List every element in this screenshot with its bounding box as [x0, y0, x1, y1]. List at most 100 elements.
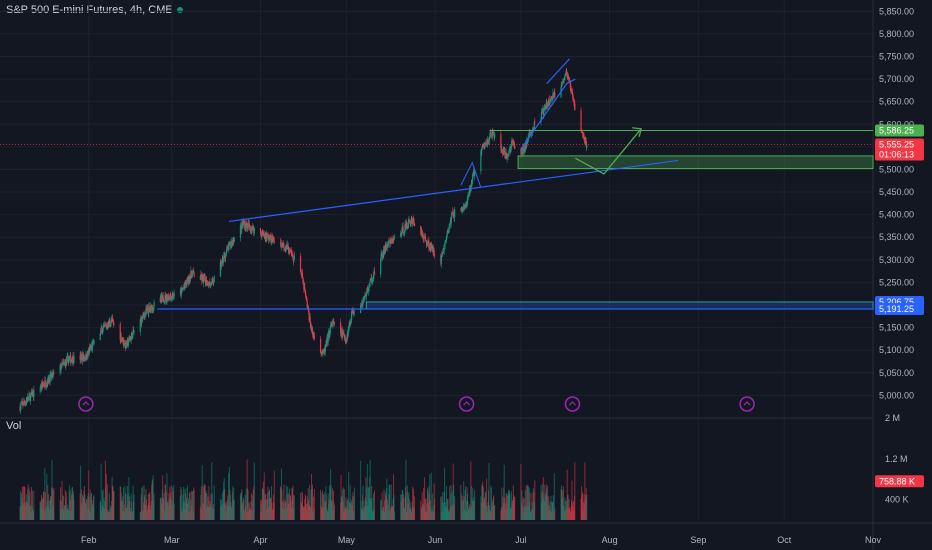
- candle-body: [406, 227, 408, 229]
- candle-body: [23, 401, 25, 403]
- candle-body: [41, 382, 43, 388]
- candle-body: [392, 238, 394, 243]
- volume-bar: [173, 484, 175, 520]
- candle-body: [267, 235, 270, 240]
- event-markers[interactable]: [78, 396, 755, 412]
- volume-bar: [211, 462, 213, 520]
- volume-bar: [572, 501, 574, 520]
- candle-body: [86, 351, 88, 359]
- time-axis[interactable]: Feb Mar Apr May Jun Jul Aug Sep Oct Nov: [81, 535, 882, 545]
- candle-body: [59, 364, 62, 371]
- candle-body: [305, 293, 307, 297]
- candle-body: [183, 286, 185, 288]
- candle-body: [110, 322, 112, 326]
- time-tick: Jul: [515, 535, 527, 545]
- candle-body: [268, 238, 270, 240]
- candle-body: [420, 230, 422, 234]
- candle-body: [223, 256, 225, 260]
- price-label-bg: [875, 148, 924, 161]
- candle-body: [372, 275, 375, 279]
- volume-bar: [424, 498, 426, 520]
- candle-body: [273, 238, 275, 242]
- candle-body: [43, 385, 45, 387]
- candle-body: [163, 301, 165, 302]
- candle-body: [80, 354, 82, 360]
- candle-body: [581, 132, 584, 134]
- candle-body: [70, 359, 72, 363]
- candle-body: [552, 92, 554, 100]
- price-tick: 5,300.00: [879, 255, 914, 265]
- candle-body: [69, 357, 71, 359]
- time-tick: Aug: [602, 535, 618, 545]
- candle-body: [534, 121, 536, 123]
- candle-body: [403, 230, 406, 233]
- volume-bar: [93, 495, 95, 520]
- candle-body: [331, 323, 333, 327]
- candle-body: [566, 70, 568, 74]
- drawings[interactable]: [0, 58, 874, 310]
- candle-body: [45, 385, 47, 387]
- candle-body: [120, 335, 122, 342]
- candle-body: [443, 251, 445, 253]
- candle-body: [454, 209, 456, 218]
- volume-bar: [189, 492, 191, 520]
- candle-body: [388, 242, 390, 244]
- candle-body: [550, 96, 552, 99]
- candle-body: [221, 260, 223, 265]
- projection-path: [575, 128, 642, 175]
- candle-body: [268, 236, 271, 239]
- candle-body: [433, 250, 435, 256]
- candle-body: [262, 231, 264, 236]
- volume-bar: [53, 487, 55, 520]
- candle-body: [166, 298, 168, 302]
- candle-body: [311, 328, 314, 335]
- candle-body: [102, 326, 105, 329]
- volume-bar: [567, 494, 569, 520]
- candle-body: [28, 397, 30, 400]
- candle-body: [246, 223, 248, 225]
- candle-body: [280, 244, 283, 248]
- candle-body: [472, 174, 474, 179]
- candle-body: [450, 216, 452, 224]
- candle-body: [382, 249, 385, 258]
- volume-bar: [434, 498, 436, 520]
- candle-body: [23, 401, 25, 406]
- candle-body: [309, 321, 312, 328]
- projection-arrowhead: [632, 127, 642, 137]
- price-axis[interactable]: 5,850.00 5,800.00 5,750.00 5,700.00 5,650.00…: [879, 6, 914, 504]
- price-label-bg: [875, 302, 924, 315]
- volume-bar: [394, 511, 396, 520]
- candle-body: [186, 280, 188, 285]
- candle-body: [448, 223, 450, 229]
- candle-body: [472, 171, 474, 175]
- candle-body: [329, 328, 331, 335]
- candle-body: [169, 295, 171, 300]
- candle-body: [486, 143, 488, 145]
- candle-body: [422, 235, 424, 239]
- volume-bar: [41, 494, 43, 520]
- candle-body: [586, 144, 588, 148]
- candle-body: [331, 323, 334, 325]
- candle-body: [279, 242, 282, 244]
- candle-body: [529, 132, 531, 135]
- candle-body: [241, 222, 243, 230]
- candle-body: [568, 77, 570, 81]
- candle-body: [213, 276, 215, 283]
- candle-body: [467, 195, 469, 198]
- candle-body: [121, 338, 123, 342]
- candle-body: [162, 295, 164, 302]
- candle-body: [83, 357, 86, 360]
- candle-body: [61, 363, 63, 365]
- candle-body: [585, 137, 587, 146]
- candle-body: [424, 236, 426, 238]
- candle-body: [508, 148, 511, 151]
- candle-body: [346, 333, 348, 340]
- candle-body: [165, 294, 168, 302]
- candle-body: [170, 295, 172, 297]
- volume-bar: [60, 487, 62, 520]
- volume-bar: [311, 484, 313, 520]
- candle-body: [506, 153, 509, 155]
- candle-body: [343, 333, 345, 336]
- volume-bar: [142, 486, 144, 520]
